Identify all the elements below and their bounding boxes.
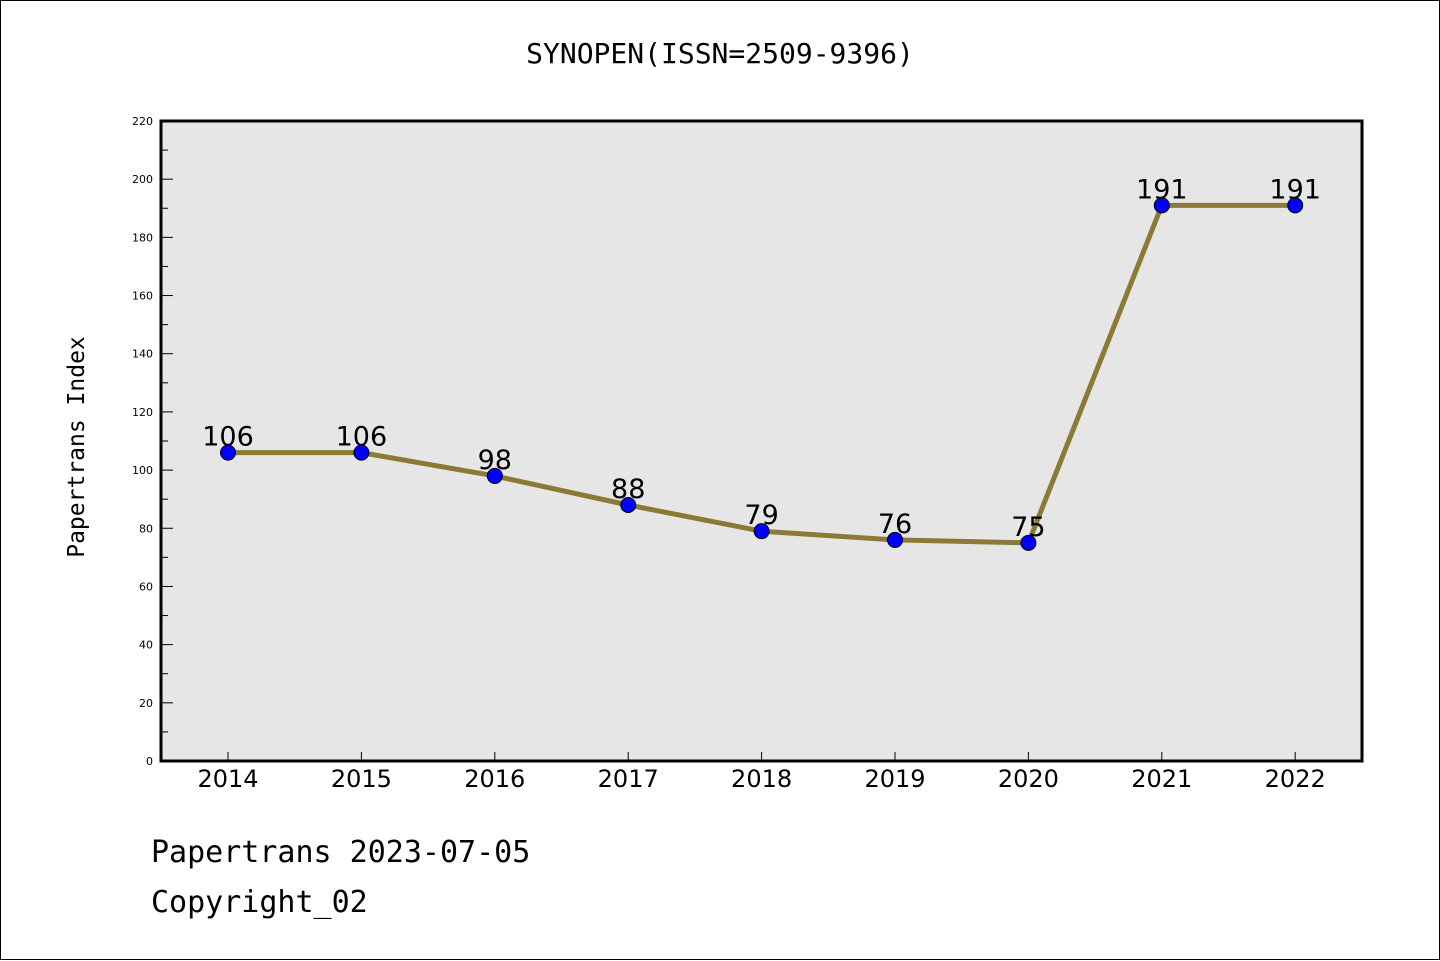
y-tick-label: 0: [146, 755, 153, 768]
x-tick-label: 2020: [998, 765, 1059, 793]
data-point: [1020, 534, 1037, 551]
plot-border: [159, 119, 1364, 763]
data-point: [1153, 197, 1170, 214]
y-tick-label: 40: [139, 639, 153, 652]
x-tick-label: 2022: [1265, 765, 1326, 793]
footer-copyright: Copyright_02: [151, 885, 368, 920]
x-tick-label: 2019: [864, 765, 925, 793]
plot-area: [161, 121, 1362, 761]
data-point: [753, 523, 770, 540]
footer-source: Papertrans 2023-07-05: [151, 835, 531, 870]
y-tick-label: 140: [132, 348, 153, 361]
data-point: [887, 531, 903, 548]
data-label: 79: [744, 500, 778, 531]
data-point: [620, 497, 637, 513]
data-label: 88: [611, 474, 645, 505]
y-tick-label: 220: [132, 115, 153, 128]
y-tick-label: 200: [132, 173, 153, 186]
x-tick-label: 2014: [197, 765, 258, 793]
x-tick-label: 2015: [331, 765, 392, 793]
x-tick-label: 2016: [464, 765, 525, 793]
y-tick-label: 180: [132, 231, 153, 244]
data-label: 191: [1136, 174, 1188, 205]
y-tick-label: 160: [132, 290, 153, 303]
x-tick-label: 2021: [1131, 765, 1192, 793]
data-label: 106: [202, 422, 254, 453]
data-label: 191: [1269, 174, 1321, 205]
data-point: [1287, 197, 1304, 214]
data-label: 75: [1011, 512, 1045, 543]
data-label: 98: [478, 445, 512, 476]
data-label: 76: [878, 509, 912, 540]
x-tick-label: 2017: [598, 765, 659, 793]
data-point: [353, 444, 370, 461]
data-label: 106: [336, 422, 388, 453]
y-tick-label: 20: [139, 697, 153, 710]
data-point: [220, 444, 236, 461]
data-point: [486, 467, 503, 484]
y-tick-label: 60: [139, 580, 153, 593]
y-tick-label: 100: [132, 464, 153, 477]
y-tick-label: 80: [139, 522, 153, 535]
chart-title: SYNOPEN(ISSN=2509-9396): [526, 37, 914, 70]
y-tick-label: 120: [132, 406, 153, 419]
x-tick-label: 2018: [731, 765, 792, 793]
